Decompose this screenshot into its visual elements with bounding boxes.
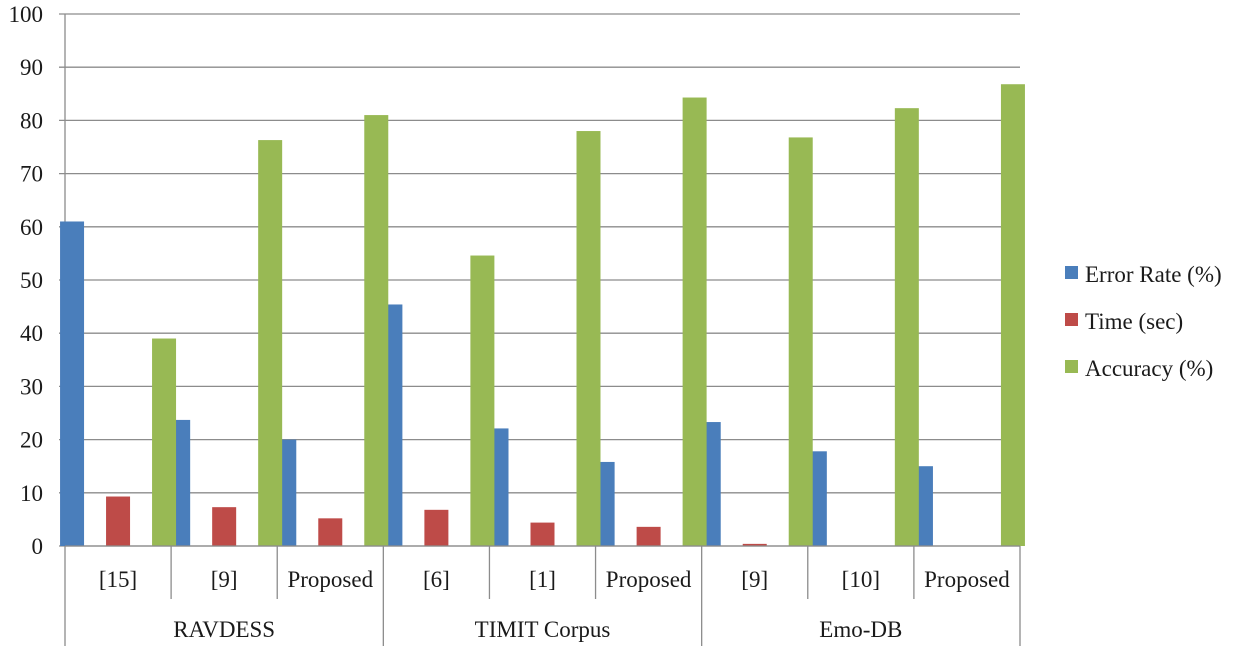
category-label: [9]	[211, 567, 238, 592]
y-tick-label: 50	[20, 268, 43, 293]
category-label: Proposed	[287, 567, 373, 592]
legend-swatch	[1065, 266, 1078, 279]
bar	[682, 97, 707, 547]
gridlines	[59, 13, 1020, 547]
legend: Error Rate (%) Time (sec) Accuracy (%)	[1065, 262, 1222, 381]
y-tick-label: 90	[20, 55, 43, 80]
x-axis: [15] [9] Proposed RAVDESS [6] [1] Proposed TIMI…	[64, 545, 1021, 646]
y-tick-label: 60	[20, 215, 43, 240]
category-label: [15]	[99, 567, 137, 592]
bar	[576, 131, 601, 547]
y-tick-label: 30	[20, 374, 43, 399]
bar	[636, 526, 661, 546]
group-label: RAVDESS	[173, 617, 275, 642]
bar	[152, 338, 177, 546]
y-tick-label: 70	[20, 162, 43, 187]
category-label: Proposed	[924, 567, 1010, 592]
legend-label: Accuracy (%)	[1085, 356, 1213, 381]
bar	[530, 522, 555, 546]
legend-swatch	[1065, 360, 1078, 373]
category-label: [6]	[423, 567, 450, 592]
group-label: Emo-DB	[819, 617, 902, 642]
category-label: [1]	[529, 567, 556, 592]
bar	[470, 255, 495, 546]
bar	[424, 509, 449, 546]
bar	[106, 496, 131, 546]
bar	[318, 518, 343, 546]
legend-label: Time (sec)	[1085, 309, 1183, 334]
category-label: [9]	[741, 567, 768, 592]
bar	[788, 137, 813, 546]
y-tick-label: 80	[20, 108, 43, 133]
bar	[894, 108, 919, 546]
legend-label: Error Rate (%)	[1085, 262, 1222, 287]
bar	[364, 115, 389, 546]
bar	[742, 543, 767, 546]
bar	[258, 140, 283, 547]
y-tick-label: 20	[20, 428, 43, 453]
y-axis: 0 10 20 30 40 50 60 70 80 90 100	[9, 2, 66, 559]
bar	[60, 221, 85, 547]
y-tick-label: 10	[20, 481, 43, 506]
category-label: Proposed	[606, 567, 692, 592]
y-tick-label: 0	[32, 534, 44, 559]
category-label: [10]	[842, 567, 880, 592]
y-tick-label: 40	[20, 321, 43, 346]
bar	[1000, 84, 1025, 546]
bar	[212, 507, 237, 546]
bars	[60, 84, 1025, 547]
y-tick-label: 100	[9, 2, 44, 27]
group-label: TIMIT Corpus	[475, 617, 611, 642]
legend-swatch	[1065, 313, 1078, 326]
